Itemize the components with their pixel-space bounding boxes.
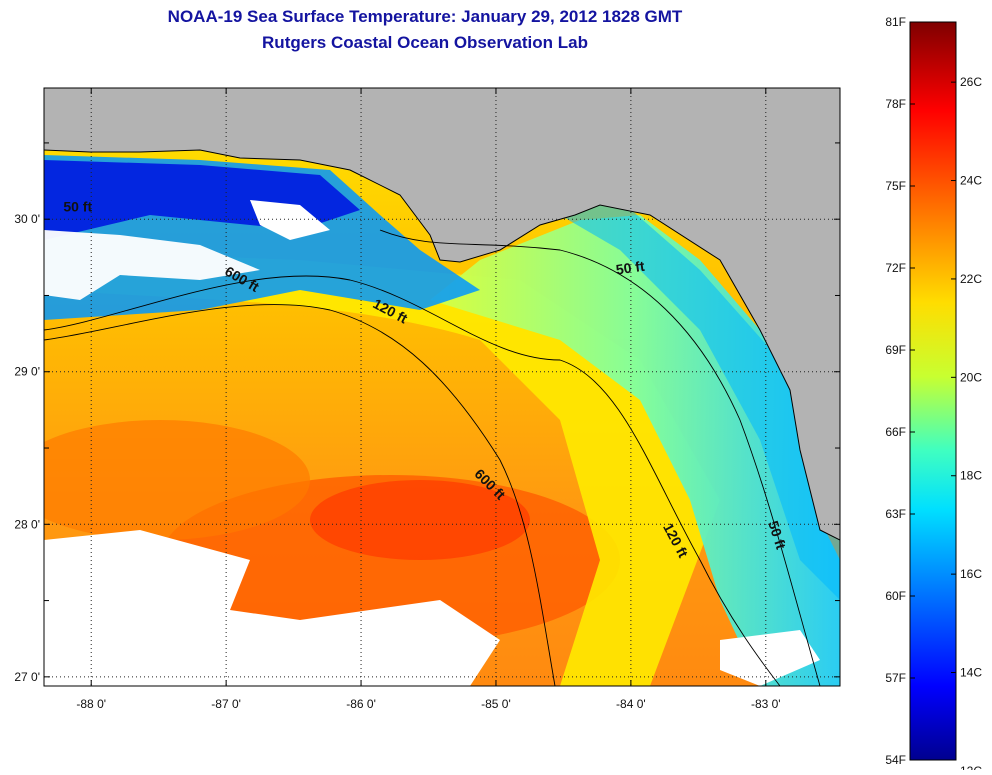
- colorbar-label-f: 66F: [885, 425, 906, 439]
- warmest-water: [310, 480, 530, 560]
- florida-land: [44, 88, 840, 540]
- lat-tick-label: 27 0': [14, 670, 40, 684]
- map-title: NOAA-19 Sea Surface Temperature: January…: [167, 7, 683, 26]
- cloud-patch: [250, 200, 330, 240]
- coldest-shelf-water: [560, 200, 840, 600]
- lat-tick-label: 29 0': [14, 365, 40, 379]
- lon-tick-label: -88 0': [76, 697, 106, 711]
- colorbar-label-f: 57F: [885, 671, 906, 685]
- cloud-cover-south: [44, 530, 500, 686]
- colorbar-label-f: 69F: [885, 343, 906, 357]
- colorbar-label-c: 20C: [960, 370, 982, 384]
- map-frame: [43, 87, 841, 687]
- colorbar-label-c: 24C: [960, 174, 982, 188]
- lon-tick-label: -85 0': [481, 697, 511, 711]
- colorbar-label-c: 16C: [960, 567, 982, 581]
- colorbar-label-c: 26C: [960, 75, 982, 89]
- lon-tick-label: -83 0': [751, 697, 781, 711]
- map-subtitle: Rutgers Coastal Ocean Observation Lab: [262, 33, 588, 52]
- lat-tick-label: 28 0': [14, 517, 40, 531]
- colorbar: [909, 21, 957, 761]
- isobath-label: 50 ft: [63, 199, 92, 215]
- isobath-label: 50 ft: [615, 258, 646, 278]
- warm-water-west: [44, 420, 310, 540]
- isobath-50ft: [379, 229, 821, 686]
- cool-transition-water: [44, 250, 720, 686]
- lon-tick-label: -86 0': [346, 697, 376, 711]
- colorbar-label-f: 78F: [885, 97, 906, 111]
- colorbar-label-c: 22C: [960, 272, 982, 286]
- coastline: [44, 149, 840, 541]
- colorbar-label-f: 54F: [885, 753, 906, 767]
- colorbar-label-c: 18C: [960, 469, 982, 483]
- colorbar-label-c: 14C: [960, 666, 982, 680]
- colorbar-label-f: 72F: [885, 261, 906, 275]
- cloud-cover-north: [44, 230, 260, 300]
- isobath-600ft: [44, 304, 556, 686]
- colorbar-label-f: 60F: [885, 589, 906, 603]
- colorbar-label-f: 75F: [885, 179, 906, 193]
- colorbar-label-f: 63F: [885, 507, 906, 521]
- lat-tick-label: 30 0': [14, 212, 40, 226]
- colorbar-label-f: 81F: [885, 15, 906, 29]
- cloud-patch-southeast: [720, 630, 820, 686]
- lon-tick-label: -87 0': [211, 697, 241, 711]
- isobath-120ft: [44, 275, 781, 686]
- colorbar-label-c: 12C: [960, 764, 982, 770]
- lon-tick-label: -84 0': [616, 697, 646, 711]
